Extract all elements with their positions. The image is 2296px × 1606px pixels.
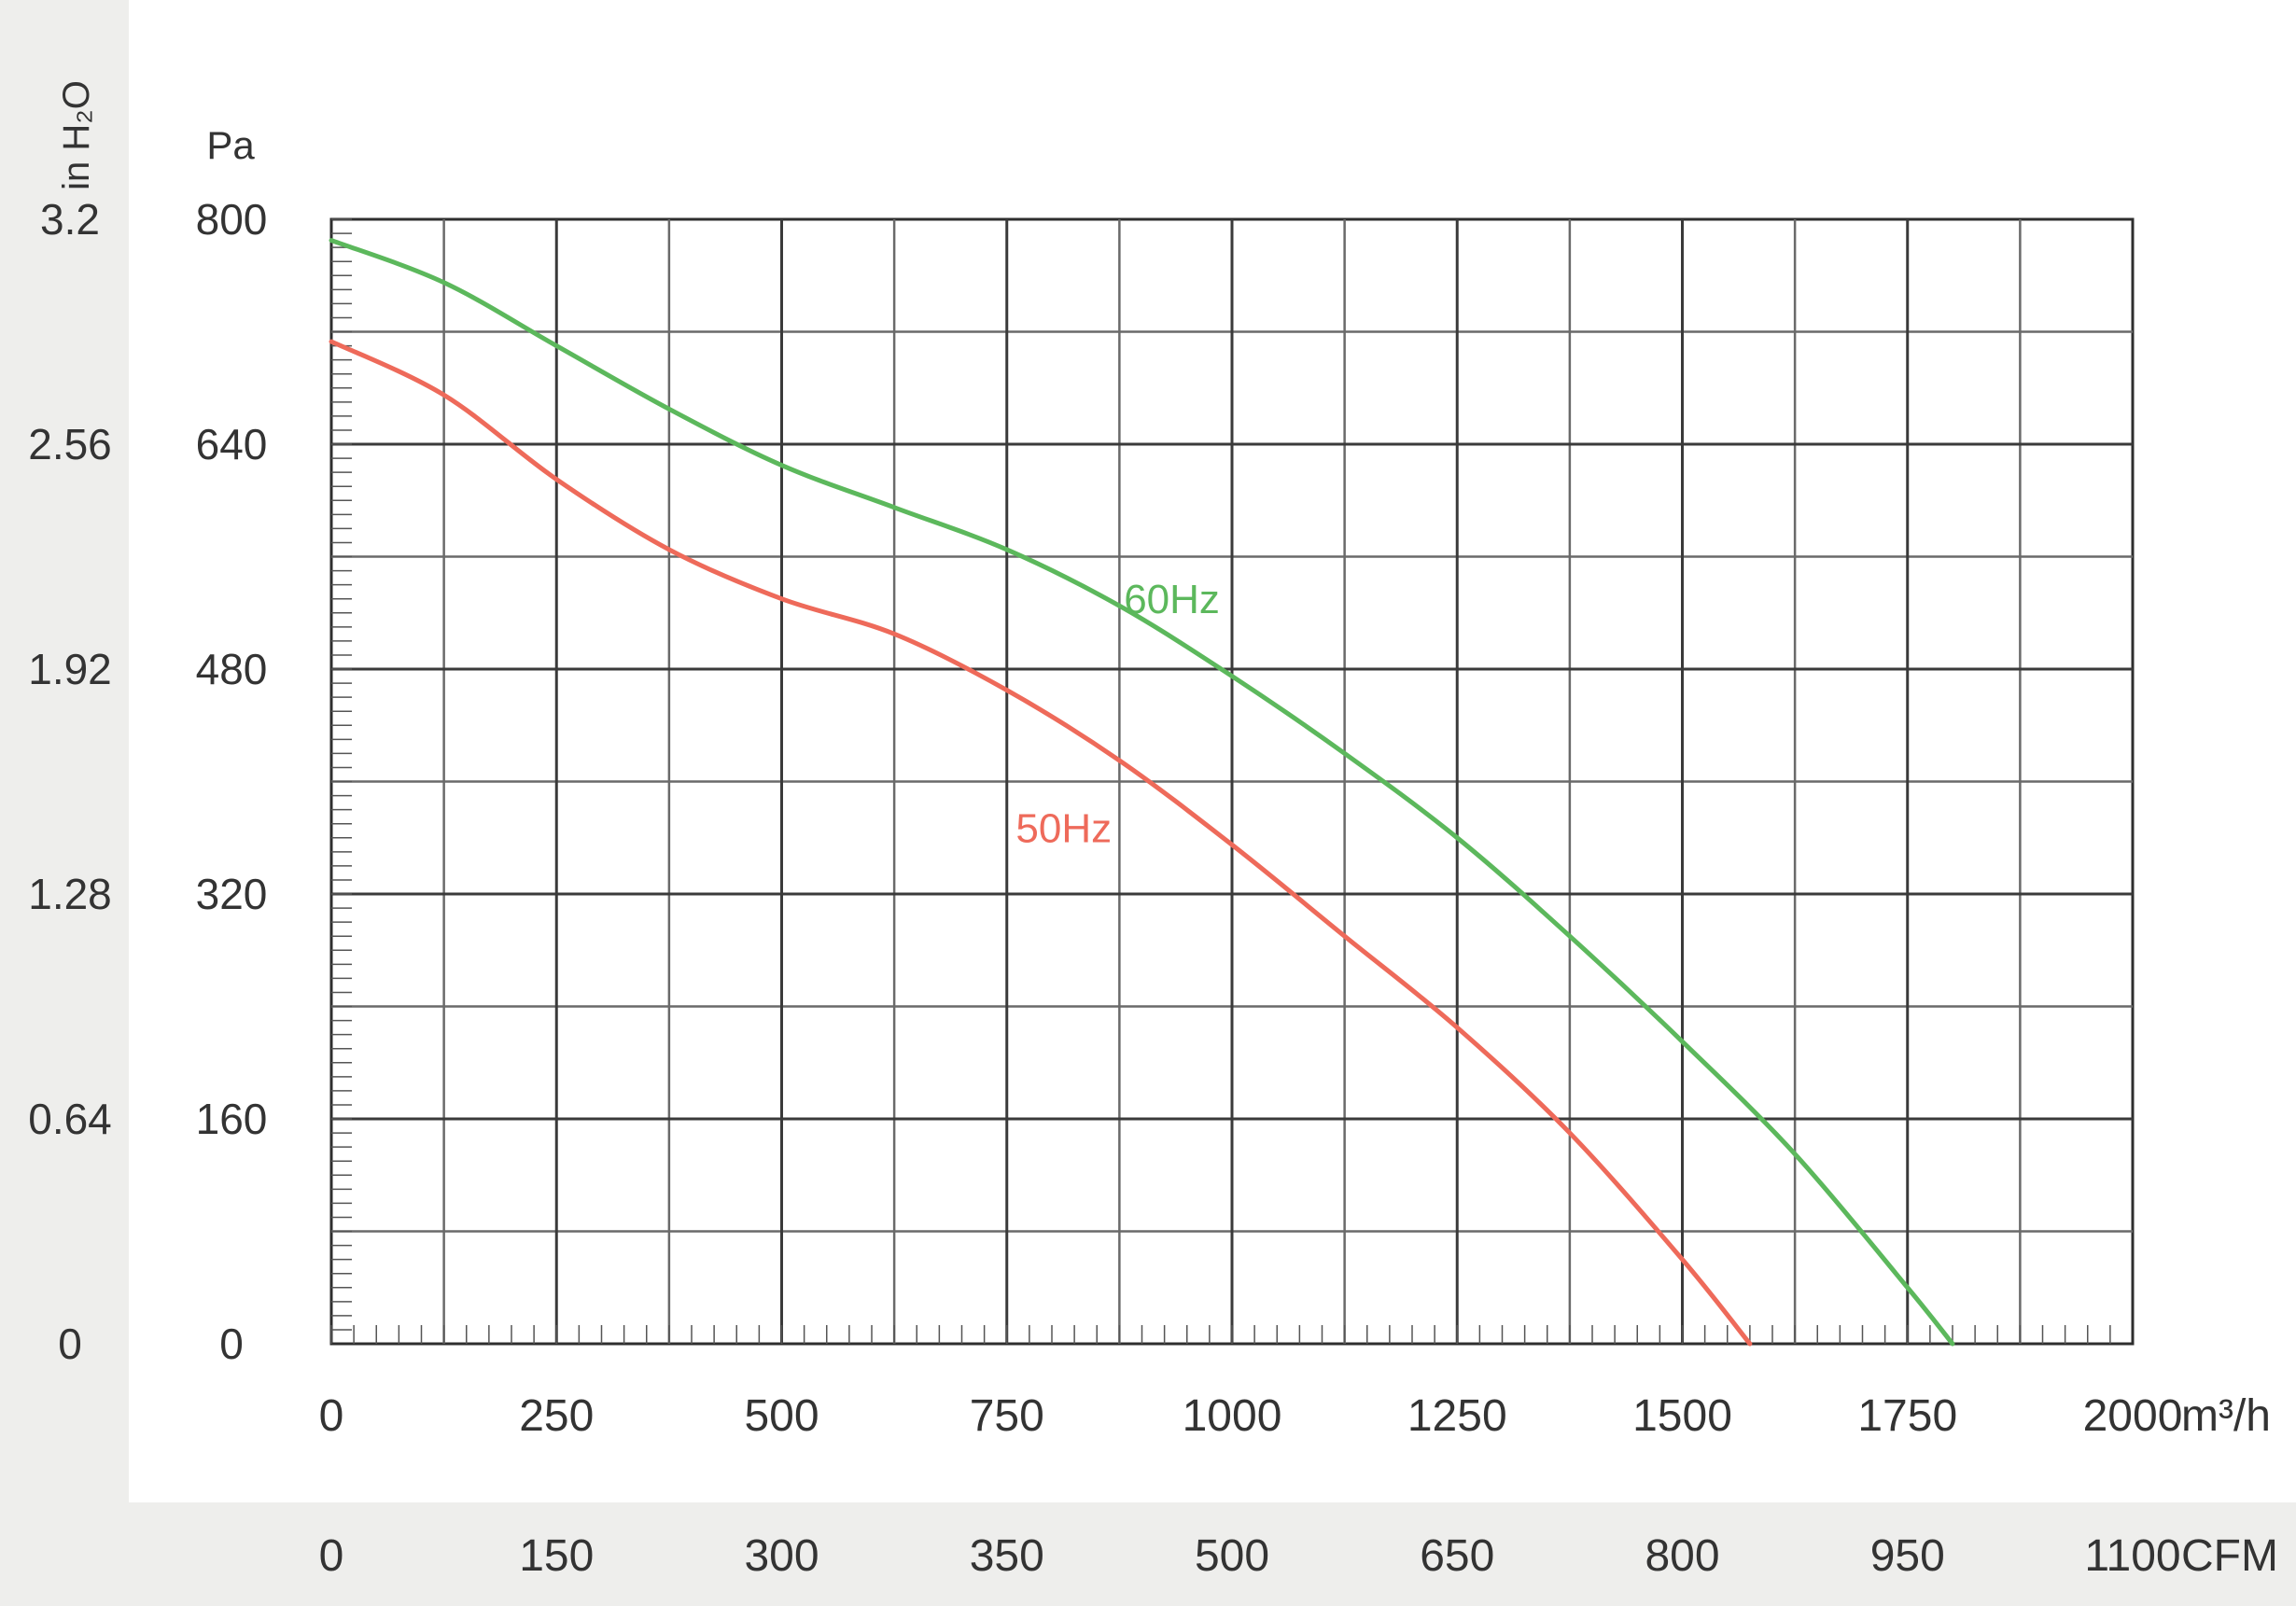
x-tick-label-cfm: 150 [519,1531,594,1581]
series-line-50hz [329,339,1753,1347]
x-tick-label-m3h: 750 [970,1391,1044,1441]
minor-tick-marks [330,218,2111,1344]
x-tick-label-m3h: 1750 [1857,1391,1957,1441]
y-tick-label-pa: 320 [196,870,268,918]
x-tick-label-m3h: 1250 [1407,1391,1507,1441]
x-unit-m3h: m³/h [2181,1391,2271,1441]
y-tick-label-inh2o: 0 [58,1320,82,1368]
series-label-60hz: 60Hz [1124,577,1220,622]
bottom-shaded-band [0,1502,2296,1606]
x-tick-label-cfm: 350 [970,1531,1044,1581]
y-ticks-pa: 0 160 320 480 640 800 [196,195,268,1368]
x-ticks-m3h: 0 250 500 750 1000 1250 1500 1750 2000 [319,1391,2183,1441]
x-tick-label-m3h: 2000 [2083,1391,2183,1441]
x-tick-label-cfm: 800 [1645,1531,1719,1581]
x-tick-label-m3h: 1500 [1632,1391,1732,1441]
y-ticks-inh2o: 0 0.64 1.28 1.92 2.56 3.2 [28,195,112,1368]
y-unit-inh2o: in H₂O [56,80,97,190]
x-tick-label-cfm: 650 [1420,1531,1494,1581]
x-unit-cfm: CFM [2181,1531,2278,1581]
x-tick-label-m3h: 500 [744,1391,819,1441]
y-tick-label-pa: 160 [196,1095,268,1143]
series-label-50hz: 50Hz [1015,805,1112,851]
left-shaded-band [0,0,129,1606]
x-tick-label-m3h: 0 [319,1391,344,1441]
y-tick-label-inh2o: 1.92 [28,645,112,693]
y-tick-label-inh2o: 0.64 [28,1095,112,1143]
x-tick-label-cfm: 1100 [2084,1531,2180,1581]
y-tick-label-inh2o: 2.56 [28,420,112,468]
y-tick-label-inh2o: 1.28 [28,870,112,918]
y-tick-label-inh2o: 3.2 [40,195,100,244]
x-ticks-cfm: 0 150 300 350 500 650 800 950 1100 [319,1531,2181,1581]
y-tick-label-pa: 640 [196,420,268,468]
x-tick-label-cfm: 500 [1195,1531,1269,1581]
x-tick-label-cfm: 300 [744,1531,819,1581]
y-tick-label-pa: 800 [196,195,268,244]
series-line-60hz [329,238,1955,1347]
x-tick-label-m3h: 1000 [1183,1391,1282,1441]
major-gridlines [331,219,2133,1344]
y-tick-label-pa: 0 [219,1320,244,1368]
x-tick-label-cfm: 950 [1870,1531,1945,1581]
y-unit-pa: Pa [206,123,255,167]
x-tick-label-cfm: 0 [319,1531,344,1581]
series-layer [329,238,1955,1347]
y-tick-label-pa: 480 [196,645,268,693]
x-tick-label-m3h: 250 [519,1391,594,1441]
